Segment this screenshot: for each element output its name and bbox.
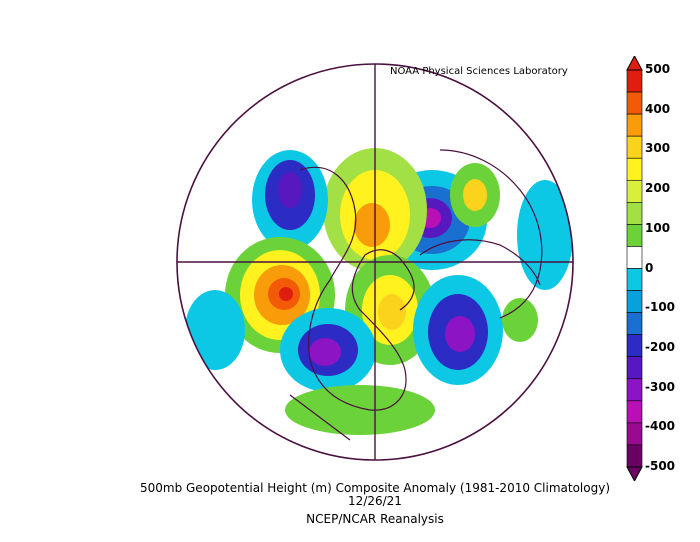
colorbar-tick-label: 400 [645, 101, 671, 116]
colorbar-swatch [626, 246, 643, 269]
caption-title: 500mb Geopotential Height (m) Composite … [139, 481, 610, 495]
colorbar-swatch [626, 422, 643, 446]
colorbar-swatch [626, 312, 643, 335]
colorbar-tick-label: -200 [645, 339, 676, 354]
colorbar-top-arrow [626, 56, 643, 71]
colorbar-swatch [626, 378, 643, 402]
caption-source: NCEP/NCAR Reanalysis [306, 512, 444, 526]
colorbar-swatch [626, 202, 643, 225]
colorbar-tick-label: 100 [645, 220, 671, 235]
colorbar-swatch [626, 268, 643, 291]
colorbar-tick-label: -500 [645, 459, 676, 473]
colorbar-tick-label: 0 [645, 260, 654, 275]
colorbar-swatch [626, 179, 643, 203]
colorbar [626, 56, 643, 481]
colorbar-tick-label: 200 [645, 181, 671, 196]
colorbar-tick-label: -300 [645, 379, 676, 394]
colorbar-swatch [626, 224, 643, 247]
colorbar-swatch [626, 69, 643, 93]
colorbar-swatch [626, 113, 643, 137]
colorbar-tick-label: 500 [645, 62, 671, 76]
colorbar-tick-label: 300 [645, 141, 671, 156]
caption-date: 12/26/21 [348, 494, 402, 508]
colorbar-swatch [626, 334, 643, 358]
colorbar-swatch [626, 444, 643, 468]
credit-label: NOAA Physical Sciences Laboratory [390, 66, 568, 77]
colorbar-swatch [626, 91, 643, 115]
colorbar-swatch [626, 157, 643, 181]
colorbar-bottom-arrow [626, 466, 643, 481]
colorbar-swatch [626, 290, 643, 313]
colorbar-tick-label: -100 [645, 300, 676, 315]
anomaly-field [185, 148, 573, 435]
colorbar-swatch [626, 135, 643, 159]
colorbar-swatch [626, 356, 643, 380]
coastlines [289, 149, 543, 441]
colorbar-tick-label: -400 [645, 419, 676, 434]
colorbar-swatch [626, 400, 643, 424]
